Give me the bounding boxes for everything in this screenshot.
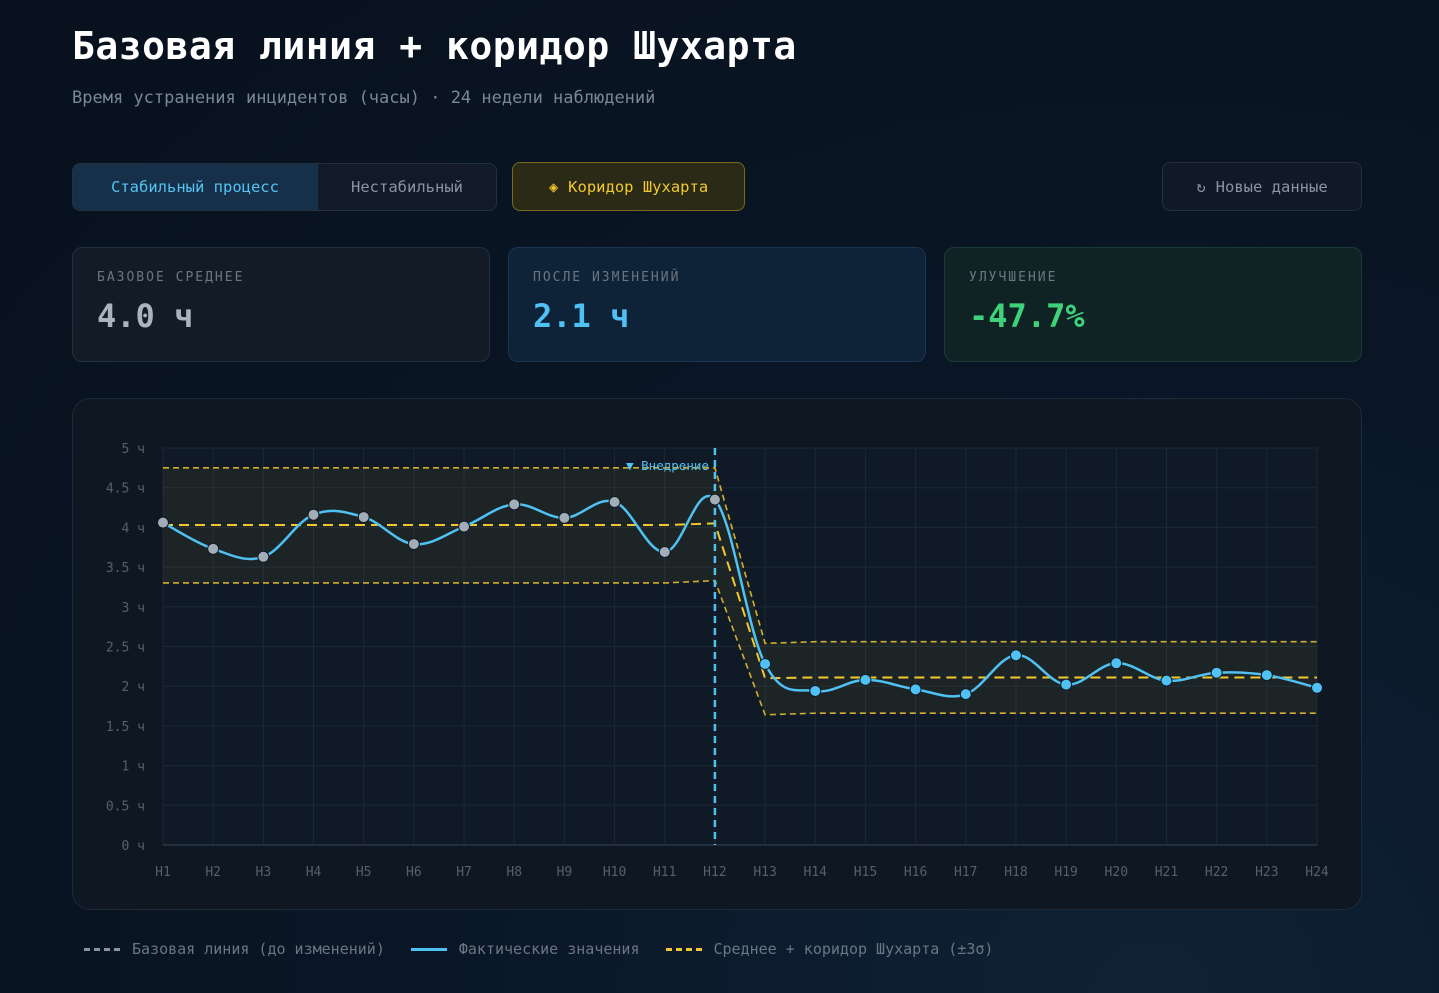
y-tick-label: 4.5 ч — [106, 482, 145, 497]
corridor-button-label: Коридор Шухарта — [568, 177, 709, 196]
y-tick-label: 2.5 ч — [106, 641, 145, 656]
baseline-data-point — [307, 508, 320, 521]
x-tick-label: Н3 — [256, 865, 272, 880]
x-tick-label: Н13 — [753, 865, 776, 880]
x-tick-label: Н24 — [1305, 865, 1329, 880]
x-tick-label: Н5 — [356, 865, 372, 880]
actual-data-point — [759, 657, 772, 670]
corridor-toggle-button[interactable]: ◈ Коридор Шухарта — [512, 162, 745, 211]
x-tick-label: Н20 — [1105, 865, 1128, 880]
legend-item-baseline: Базовая линия (до изменений) — [84, 940, 385, 958]
baseline-mean-value: 4.0 ч — [97, 297, 194, 335]
new-data-button[interactable]: ↻ Новые данные — [1162, 162, 1362, 211]
x-tick-label: Н2 — [205, 865, 221, 880]
x-tick-label: Н9 — [557, 865, 573, 880]
actual-data-point — [1110, 657, 1123, 670]
baseline-data-point — [357, 511, 370, 524]
shewhart-corridor-band — [163, 467, 1317, 715]
stable-mode-button[interactable]: Стабильный процесс — [73, 164, 318, 210]
lower-control-limit — [163, 579, 1317, 716]
after-changes-value: 2.1 ч — [533, 297, 630, 335]
baseline-data-point — [407, 538, 420, 551]
x-tick-label: Н6 — [406, 865, 422, 880]
x-tick-label: Н11 — [653, 865, 676, 880]
actual-data-point — [1160, 674, 1173, 687]
baseline-data-point — [608, 495, 621, 508]
new-data-button-label: Новые данные — [1215, 177, 1328, 196]
improvement-card: УЛУЧШЕНИЕ -47.7% — [944, 247, 1362, 362]
mean-line — [163, 522, 1317, 680]
actual-data-point — [1311, 681, 1323, 694]
y-tick-label: 2 ч — [122, 680, 145, 695]
improvement-value: -47.7% — [969, 297, 1085, 335]
refresh-icon: ↻ — [1196, 177, 1206, 196]
legend-item-mean: Среднее + коридор Шухарта (±3σ) — [665, 940, 994, 958]
x-tick-label: Н23 — [1255, 865, 1278, 880]
x-tick-label: Н15 — [854, 865, 877, 880]
improvement-label: УЛУЧШЕНИЕ — [969, 270, 1058, 285]
y-tick-label: 3.5 ч — [106, 561, 145, 576]
baseline-data-point — [708, 493, 721, 506]
actual-data-point — [909, 683, 922, 696]
actual-data-point — [1060, 678, 1073, 691]
after-changes-card: ПОСЛЕ ИЗМЕНЕНИЙ 2.1 ч — [508, 247, 926, 362]
legend-swatch-mean — [665, 947, 702, 951]
legend-label-baseline: Базовая линия (до изменений) — [132, 940, 385, 958]
baseline-data-point — [207, 542, 220, 555]
x-tick-label: Н22 — [1205, 865, 1228, 880]
after-changes-label: ПОСЛЕ ИЗМЕНЕНИЙ — [533, 270, 681, 285]
y-tick-label: 5 ч — [122, 442, 145, 457]
x-tick-label: Н21 — [1155, 865, 1178, 880]
actual-data-point — [959, 688, 972, 701]
y-tick-label: 3 ч — [122, 601, 145, 616]
y-tick-label: 0.5 ч — [106, 799, 145, 814]
x-tick-label: Н19 — [1054, 865, 1077, 880]
actual-data-point — [1260, 669, 1273, 682]
legend-label-actual: Фактические значения — [458, 940, 640, 958]
intervention-label: ▼ Внедрение — [626, 458, 709, 473]
page-subtitle: Время устранения инцидентов (часы) · 24 … — [72, 88, 656, 108]
x-tick-label: Н1 — [155, 865, 171, 880]
baseline-mean-label: БАЗОВОЕ СРЕДНЕЕ — [97, 270, 245, 285]
x-tick-label: Н12 — [703, 865, 726, 880]
x-tick-label: Н16 — [904, 865, 927, 880]
mode-toggle: Стабильный процесс Нестабильный — [72, 163, 497, 211]
y-tick-label: 4 ч — [122, 521, 145, 536]
legend-swatch-baseline — [84, 947, 120, 951]
y-tick-label: 0 ч — [122, 839, 145, 854]
baseline-data-point — [558, 511, 571, 524]
x-tick-label: Н10 — [603, 865, 626, 880]
actual-data-point — [1210, 666, 1223, 679]
baseline-data-point — [658, 546, 671, 559]
legend-swatch-actual — [410, 947, 447, 951]
legend-label-mean: Среднее + коридор Шухарта (±3σ) — [713, 940, 994, 958]
x-tick-label: Н18 — [1004, 865, 1027, 880]
chart-legend: Базовая линия (до изменений) Фактические… — [84, 940, 993, 958]
page-title: Базовая линия + коридор Шухарта — [72, 24, 797, 68]
x-tick-label: Н7 — [456, 865, 472, 880]
x-tick-label: Н8 — [506, 865, 522, 880]
x-tick-label: Н4 — [306, 865, 322, 880]
baseline-data-point — [508, 498, 521, 511]
actual-data-point — [859, 673, 872, 686]
baseline-data-point — [257, 550, 270, 563]
x-tick-label: Н17 — [954, 865, 977, 880]
legend-item-actual: Фактические значения — [410, 940, 640, 958]
actual-data-point — [1009, 649, 1022, 662]
baseline-data-point — [157, 516, 169, 529]
baseline-data-point — [458, 520, 471, 533]
unstable-mode-button[interactable]: Нестабильный — [351, 178, 463, 196]
baseline-mean-card: БАЗОВОЕ СРЕДНЕЕ 4.0 ч — [72, 247, 490, 362]
actual-data-point — [809, 684, 822, 697]
x-tick-label: Н14 — [804, 865, 828, 880]
y-tick-label: 1.5 ч — [106, 720, 145, 735]
upper-control-limit — [163, 467, 1317, 645]
y-tick-label: 1 ч — [122, 760, 145, 775]
diamond-icon: ◈ — [548, 177, 559, 196]
